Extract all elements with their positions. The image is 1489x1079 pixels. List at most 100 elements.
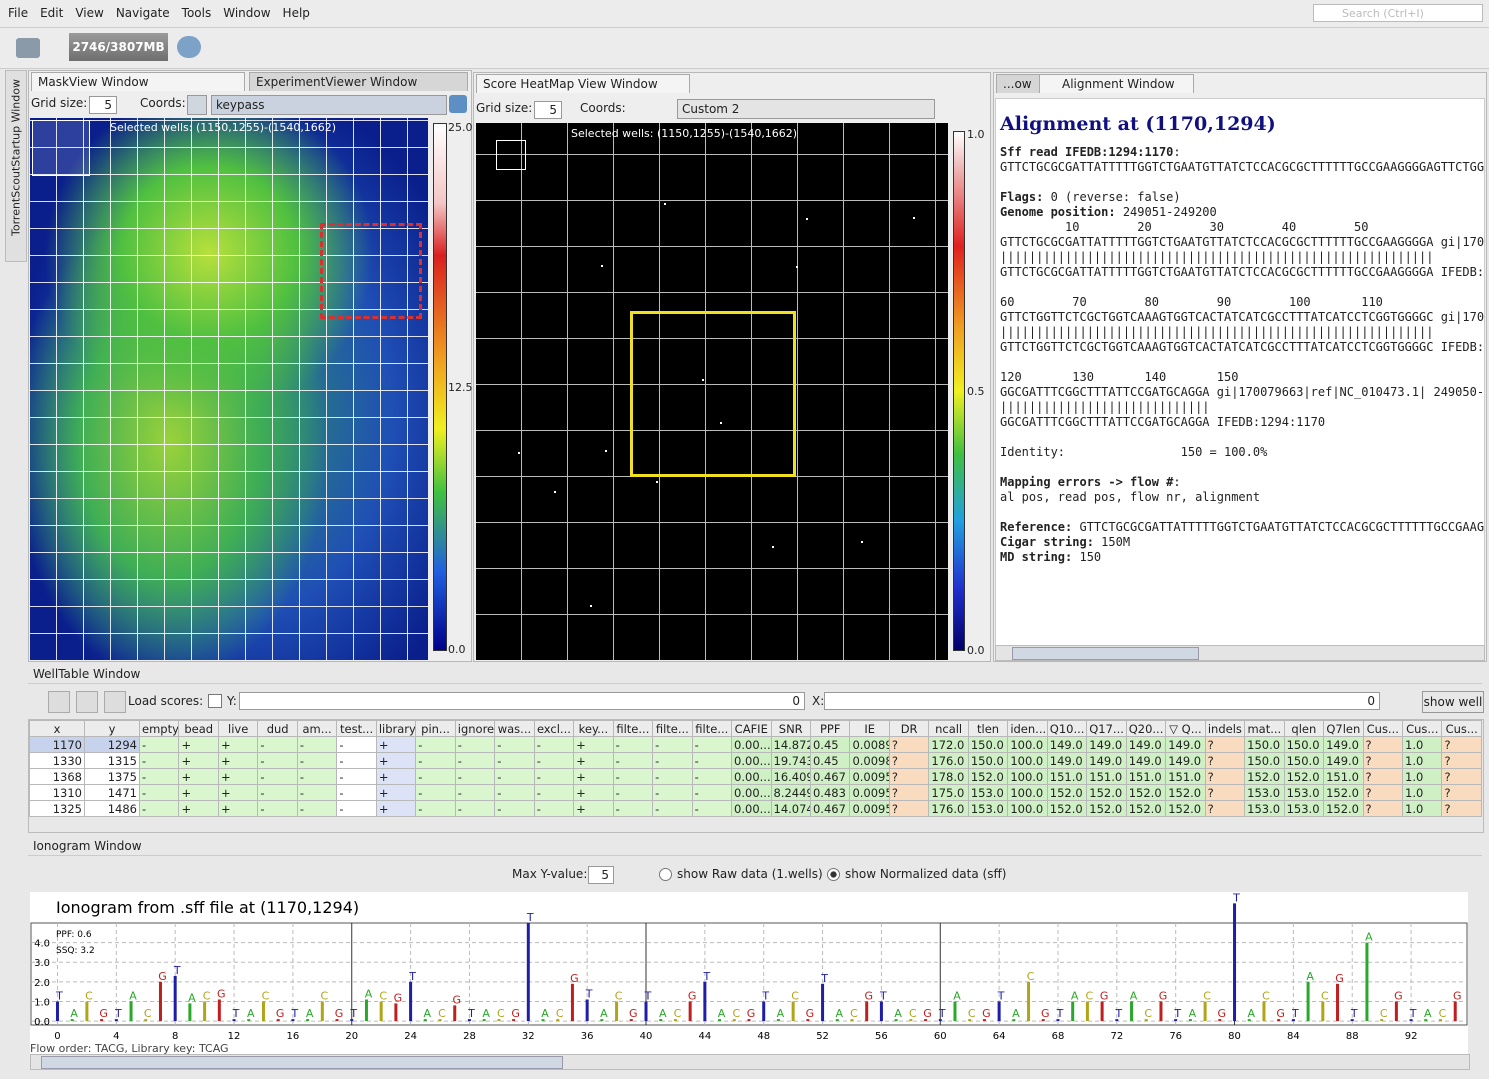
- column-header[interactable]: bead: [178, 720, 219, 737]
- column-header[interactable]: key...: [573, 720, 614, 737]
- column-header[interactable]: library: [375, 720, 417, 737]
- base-label: A: [894, 1007, 902, 1020]
- layer-select[interactable]: keypass: [211, 95, 447, 115]
- max-y-input[interactable]: 5: [588, 866, 614, 884]
- radio-label: show Normalized data (sff): [845, 867, 1007, 881]
- table-row[interactable]: 1170 1294- + + - - - + - - - - + - - -0.00... 14.872 0.45…: [29, 736, 1482, 753]
- column-header[interactable]: CAFIE: [731, 720, 772, 737]
- column-header[interactable]: live: [217, 720, 259, 737]
- grid-size-input[interactable]: 5: [534, 101, 562, 119]
- column-header[interactable]: Q7len: [1323, 720, 1364, 737]
- plot-frame: [30, 922, 1468, 1026]
- base-label: T: [997, 989, 1005, 1002]
- column-header[interactable]: filte...: [652, 720, 693, 737]
- ion-bar: [865, 1001, 869, 1022]
- field-label: Mapping errors -> flow #: [1000, 475, 1174, 489]
- menu-item[interactable]: View: [75, 6, 104, 20]
- menu-item[interactable]: Navigate: [115, 6, 170, 20]
- tab[interactable]: ExperimentViewer Window: [249, 72, 468, 91]
- tab[interactable]: ...ow: [996, 74, 1040, 93]
- radio[interactable]: [659, 868, 672, 881]
- radio[interactable]: [827, 868, 840, 881]
- column-header[interactable]: Cus...: [1401, 720, 1443, 737]
- column-header[interactable]: was...: [494, 720, 535, 737]
- column-header[interactable]: Cus...: [1441, 720, 1482, 737]
- column-header[interactable]: am...: [296, 720, 338, 737]
- menu-item[interactable]: Window: [223, 6, 271, 20]
- field-value: 150M: [1093, 535, 1131, 549]
- base-label: T: [55, 989, 63, 1002]
- save-button[interactable]: [104, 691, 126, 713]
- tab[interactable]: MaskView Window: [31, 72, 245, 91]
- column-header[interactable]: Q20...: [1125, 720, 1167, 737]
- column-header[interactable]: ncall: [928, 720, 969, 737]
- column-header[interactable]: Q10...: [1046, 720, 1088, 737]
- field-label: Genome position:: [1000, 205, 1116, 219]
- column-header[interactable]: ▽ Q...: [1165, 720, 1206, 737]
- column-header[interactable]: dud: [257, 720, 298, 737]
- column-header[interactable]: mat...: [1244, 720, 1285, 737]
- tab[interactable]: Alignment Window: [1039, 74, 1194, 93]
- ion-bar: [144, 1019, 148, 1022]
- refresh-button[interactable]: [449, 95, 467, 113]
- column-header[interactable]: test...: [336, 720, 377, 737]
- column-header[interactable]: SNR: [770, 720, 811, 737]
- menu-item[interactable]: Help: [282, 6, 310, 20]
- table-row[interactable]: 1368 1375- + + - - - + - - - - + - - -0.00... 16.409 0.46…: [29, 768, 1482, 785]
- table-row[interactable]: 1310 1471- + + - - - + - - - - + - - -0.00... 8.2449 0.48…: [29, 784, 1482, 801]
- coords-button[interactable]: [187, 95, 207, 115]
- tab[interactable]: Score HeatMap View Window: [476, 74, 690, 93]
- base-label: A: [1365, 931, 1373, 944]
- field-value: 150: [1072, 550, 1102, 564]
- ion-bar: [1159, 1001, 1163, 1022]
- label: Load scores:: [128, 694, 204, 708]
- table-row[interactable]: 1325 1486- + + - - - + - - - - + - - -0.00... 14.074 0.46…: [29, 800, 1482, 817]
- dice-button[interactable]: [76, 691, 98, 713]
- filter-button[interactable]: [48, 691, 70, 713]
- toolbar-icon[interactable]: [16, 38, 40, 58]
- checkbox[interactable]: [208, 694, 222, 708]
- column-header[interactable]: y: [84, 720, 140, 737]
- column-header[interactable]: x: [29, 720, 85, 737]
- table-cell: +: [573, 752, 614, 769]
- column-header[interactable]: iden...: [1007, 720, 1048, 737]
- table-cell: 0.00...: [731, 800, 772, 817]
- base-label: T: [467, 1007, 475, 1020]
- horizontal-scrollbar[interactable]: [995, 645, 1485, 661]
- grid-size-input[interactable]: 5: [89, 96, 117, 114]
- column-header[interactable]: ignore: [454, 720, 496, 737]
- show-well-button[interactable]: show well: [1422, 691, 1484, 713]
- horizontal-scrollbar[interactable]: [30, 1054, 1470, 1070]
- column-header[interactable]: indels: [1204, 720, 1246, 737]
- ion-bar: [541, 1019, 545, 1022]
- column-header[interactable]: PPF: [809, 720, 851, 737]
- column-header[interactable]: DR: [888, 720, 930, 737]
- column-header[interactable]: filte...: [691, 720, 733, 737]
- menu-item[interactable]: File: [8, 6, 29, 20]
- column-header[interactable]: qlen: [1283, 720, 1325, 737]
- toolbar-icon[interactable]: [177, 36, 201, 58]
- column-header[interactable]: filte...: [612, 720, 654, 737]
- column-header[interactable]: pin...: [415, 720, 456, 737]
- column-header[interactable]: Q17...: [1086, 720, 1127, 737]
- well-dot: [806, 218, 808, 220]
- y-input[interactable]: 0: [239, 692, 805, 710]
- search-box[interactable]: Search (Ctrl+I): [1313, 4, 1483, 22]
- column-header[interactable]: Cus...: [1362, 720, 1404, 737]
- menu-item[interactable]: Tools: [181, 6, 212, 20]
- x-input[interactable]: 0: [824, 692, 1380, 710]
- menu-item[interactable]: Edit: [40, 6, 64, 20]
- scroll-thumb[interactable]: [41, 1056, 563, 1069]
- column-header[interactable]: IE: [849, 720, 890, 737]
- column-header[interactable]: tlen: [967, 720, 1009, 737]
- scroll-thumb[interactable]: [1012, 647, 1199, 660]
- ion-bar: [379, 1001, 383, 1022]
- chart-title: Ionogram from .sff file at (1170,1294): [56, 898, 359, 917]
- table-row[interactable]: 1330 1315- + + - - - + - - - - + - - -0.00... 19.743 0.45…: [29, 752, 1482, 769]
- side-tab[interactable]: TorrentScoutStartup Window: [5, 70, 27, 262]
- memory-indicator[interactable]: 2746/3807MB: [69, 33, 168, 61]
- score-select[interactable]: Custom 2: [677, 99, 935, 119]
- text-line: Genome position: 249051-249200: [1000, 205, 1484, 220]
- column-header[interactable]: excl...: [533, 720, 575, 737]
- column-header[interactable]: empty: [138, 720, 180, 737]
